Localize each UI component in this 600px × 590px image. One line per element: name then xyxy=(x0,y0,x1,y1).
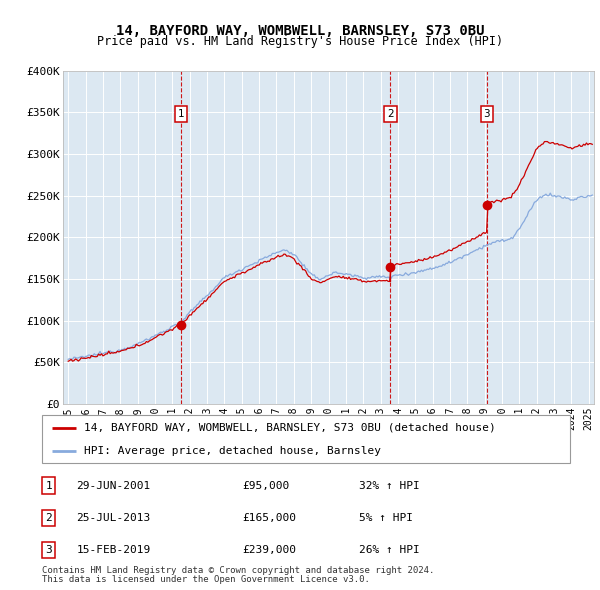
Text: 32% ↑ HPI: 32% ↑ HPI xyxy=(359,481,419,490)
Text: 5% ↑ HPI: 5% ↑ HPI xyxy=(359,513,413,523)
Text: Price paid vs. HM Land Registry's House Price Index (HPI): Price paid vs. HM Land Registry's House … xyxy=(97,35,503,48)
Text: £165,000: £165,000 xyxy=(242,513,296,523)
Text: 14, BAYFORD WAY, WOMBWELL, BARNSLEY, S73 0BU: 14, BAYFORD WAY, WOMBWELL, BARNSLEY, S73… xyxy=(116,24,484,38)
Text: 25-JUL-2013: 25-JUL-2013 xyxy=(76,513,151,523)
Text: £95,000: £95,000 xyxy=(242,481,290,490)
Text: This data is licensed under the Open Government Licence v3.0.: This data is licensed under the Open Gov… xyxy=(42,575,370,584)
Text: 14, BAYFORD WAY, WOMBWELL, BARNSLEY, S73 0BU (detached house): 14, BAYFORD WAY, WOMBWELL, BARNSLEY, S73… xyxy=(84,423,496,433)
Text: 15-FEB-2019: 15-FEB-2019 xyxy=(76,545,151,555)
Text: HPI: Average price, detached house, Barnsley: HPI: Average price, detached house, Barn… xyxy=(84,446,381,456)
Text: 26% ↑ HPI: 26% ↑ HPI xyxy=(359,545,419,555)
Text: 2: 2 xyxy=(46,513,52,523)
Text: 1: 1 xyxy=(46,481,52,490)
Text: 2: 2 xyxy=(387,109,394,119)
Text: 3: 3 xyxy=(46,545,52,555)
Text: £239,000: £239,000 xyxy=(242,545,296,555)
Text: 3: 3 xyxy=(484,109,490,119)
Text: Contains HM Land Registry data © Crown copyright and database right 2024.: Contains HM Land Registry data © Crown c… xyxy=(42,566,434,575)
Text: 1: 1 xyxy=(178,109,184,119)
Text: 29-JUN-2001: 29-JUN-2001 xyxy=(76,481,151,490)
